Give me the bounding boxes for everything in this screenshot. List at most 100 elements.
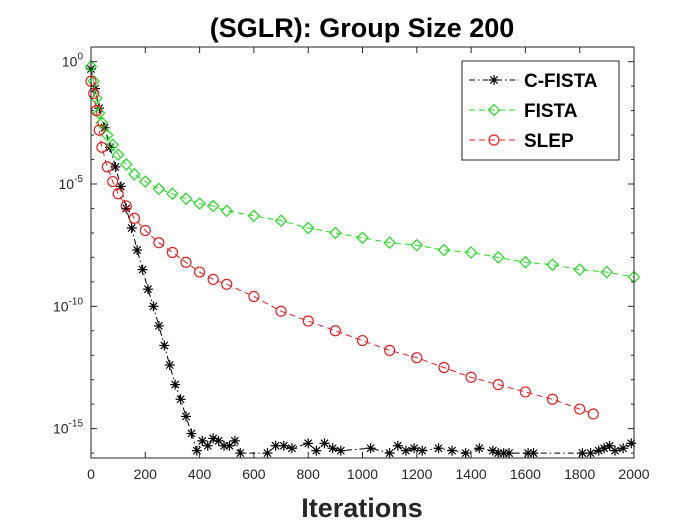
data-point-c-fista (191, 445, 202, 456)
marker-shape (247, 209, 261, 223)
marker-stroke (610, 446, 620, 455)
data-point-c-fista (460, 448, 471, 459)
data-point-slep (120, 200, 132, 212)
legend: C-FISTA FISTA SLEP (461, 60, 620, 161)
data-point-c-fista (170, 379, 181, 390)
marker-stroke (214, 436, 223, 445)
marker-shape (107, 175, 119, 188)
y-tick-label: 10-15 (53, 419, 83, 437)
legend-item-slep: SLEP (469, 131, 574, 152)
marker-shape (93, 124, 105, 136)
marker-stroke (165, 361, 174, 370)
marker-shape (88, 87, 100, 100)
marker-stroke (489, 75, 499, 85)
marker-stroke (475, 444, 484, 453)
marker-shape (465, 371, 477, 383)
marker-shape (356, 334, 369, 347)
x-tick-label: 1600 (510, 466, 541, 482)
data-point-fista (356, 231, 369, 245)
data-point-fista (193, 197, 206, 210)
data-point-c-fista (409, 443, 420, 454)
marker-stroke (312, 446, 321, 455)
data-point-c-fista (137, 264, 148, 275)
marker-stroke (111, 162, 120, 171)
axis-layer: 0 200 400 600 800 1000 1200 1400 1600 1800 2000 100… (53, 46, 650, 482)
data-point-c-fista (175, 394, 186, 405)
marker-stroke (154, 321, 163, 330)
data-point-c-fista (270, 440, 281, 451)
marker-shape (587, 408, 599, 420)
data-point-fista (274, 214, 288, 228)
data-point-fista (111, 148, 125, 161)
data-point-slep (194, 266, 206, 278)
marker-stroke (187, 429, 196, 438)
marker-shape (600, 265, 614, 279)
marker-shape (248, 290, 260, 303)
y-tick-label: 10-10 (53, 296, 83, 314)
data-point-slep (546, 393, 559, 405)
marker-shape (573, 263, 587, 276)
marker-stroke (149, 302, 158, 311)
data-point-c-fista (286, 443, 297, 454)
data-point-fista (573, 263, 587, 276)
marker-stroke (209, 434, 218, 443)
data-point-fista (138, 175, 152, 188)
data-point-slep (207, 273, 219, 286)
data-point-c-fista (164, 360, 175, 371)
marker-shape (139, 224, 151, 237)
marker-shape (301, 221, 315, 235)
data-point-c-fista (618, 443, 629, 454)
data-point-c-fista (181, 411, 192, 422)
marker-shape (519, 255, 532, 269)
marker-shape (411, 352, 423, 364)
marker-stroke (328, 444, 337, 453)
data-point-fista (220, 204, 234, 218)
series-slep (85, 75, 599, 420)
data-point-c-fista (417, 445, 428, 456)
marker-shape (206, 199, 220, 213)
data-point-fista (106, 138, 120, 152)
data-point-c-fista (528, 448, 539, 459)
data-point-c-fista (609, 445, 620, 456)
marker-stroke (182, 412, 191, 421)
data-point-fista (383, 236, 396, 250)
data-point-slep (96, 141, 108, 153)
marker-shape (220, 204, 234, 218)
marker-stroke (336, 446, 345, 455)
marker-shape (179, 192, 193, 206)
marker-shape (464, 246, 478, 259)
data-point-slep (519, 386, 532, 398)
marker-stroke (198, 436, 207, 445)
marker-shape (180, 256, 192, 268)
data-point-c-fista (132, 245, 143, 256)
x-tick-label: 2000 (618, 466, 649, 482)
data-point-fista (491, 251, 505, 264)
data-point-fista (206, 199, 220, 213)
x-tick-label: 600 (242, 466, 266, 482)
marker-stroke (304, 439, 313, 448)
data-point-c-fista (626, 438, 637, 449)
legend-label: FISTA (524, 101, 578, 122)
chart-title: (SGLR): Group Size 200 (210, 13, 515, 43)
data-point-slep (128, 212, 141, 224)
marker-stroke (230, 436, 239, 445)
data-point-c-fista (365, 443, 376, 454)
data-point-slep (411, 352, 423, 364)
marker-shape (274, 214, 288, 228)
data-point-slep (107, 175, 119, 188)
legend-label: C-FISTA (524, 71, 598, 92)
data-point-slep (302, 315, 314, 327)
marker-shape (546, 393, 559, 405)
data-point-slep (356, 334, 369, 347)
data-point-slep (153, 237, 165, 249)
data-point-c-fista (235, 448, 246, 459)
legend-marker (489, 75, 499, 85)
marker-shape (329, 325, 341, 337)
data-point-c-fista (504, 448, 515, 459)
x-tick-label: 0 (87, 466, 95, 482)
data-point-c-fista (392, 440, 403, 451)
data-point-fista (410, 238, 424, 252)
data-point-fista (87, 74, 101, 88)
marker-stroke (160, 341, 169, 350)
marker-shape (166, 246, 179, 259)
